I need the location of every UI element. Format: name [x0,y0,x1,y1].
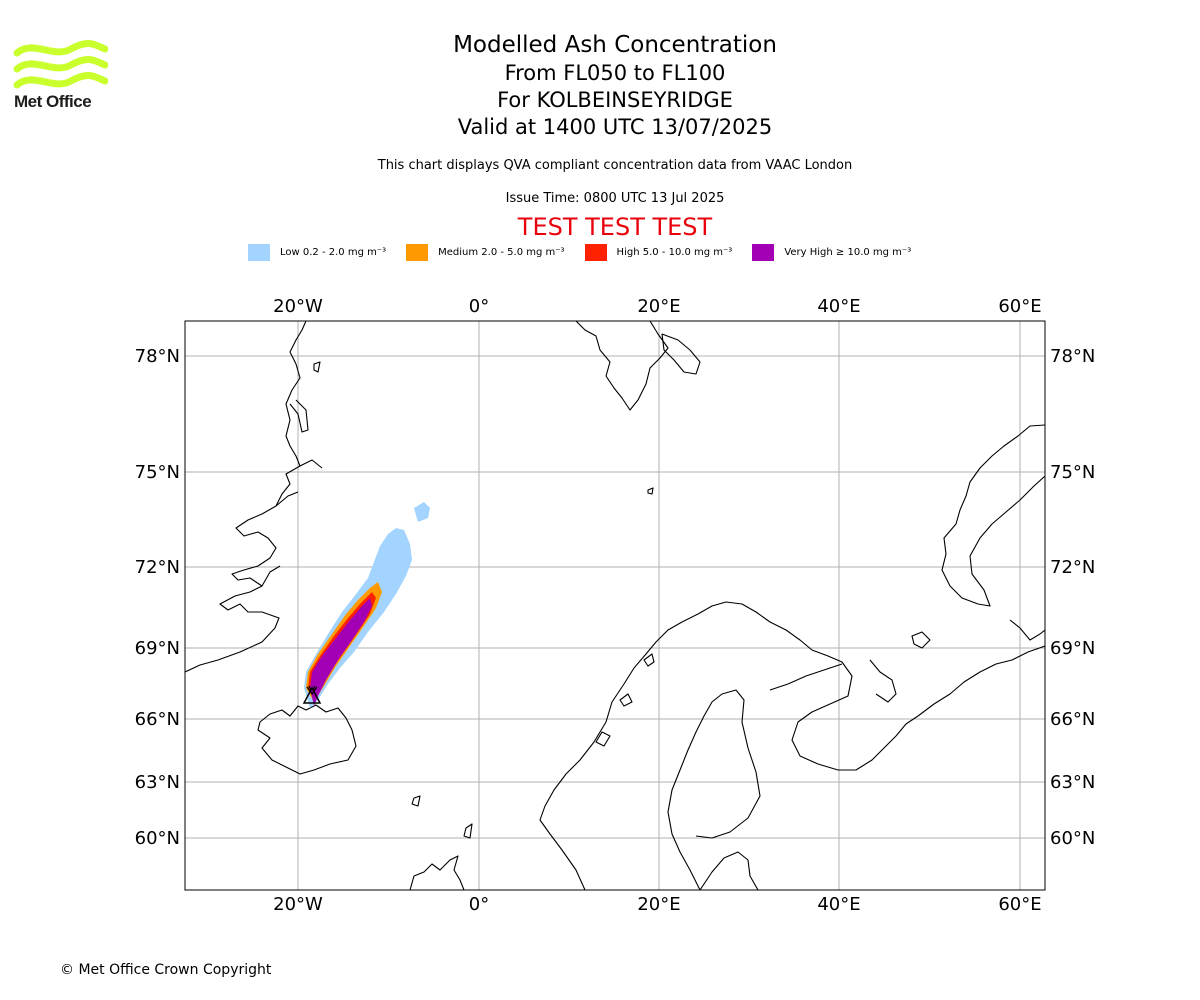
legend: Low 0.2 - 2.0 mg m⁻³ Medium 2.0 - 5.0 mg… [248,244,931,261]
coast-kola [769,663,843,691]
legend-swatch-medium [406,244,429,261]
lat-label-right-69n: 69°N [1050,638,1095,659]
issue-time: Issue Time: 0800 UTC 13 Jul 2025 [505,191,725,206]
lon-label-top-40e: 40°E [817,296,860,317]
legend-swatch-very-high [752,244,775,261]
lat-labels-right: 78°N 75°N 72°N 69°N 66°N 63°N 60°N [1050,346,1095,849]
title-line-2: From FL050 to FL100 [504,61,726,85]
lat-label-right-66n: 66°N [1050,709,1095,730]
lat-label-left-78n: 78°N [135,346,180,367]
volcano-triangle-icon [302,686,322,704]
lon-label-top-20w: 20°W [273,296,323,317]
coast-greenland-inlet-3 [299,459,323,469]
qva-note: This chart displays QVA compliant concen… [377,158,853,173]
lat-label-left-60n: 60°N [135,828,180,849]
coast-scotland [409,855,465,890]
ash-very-high-region [310,598,372,706]
lat-label-right-72n: 72°N [1050,557,1095,578]
lon-label-bottom-0: 0° [469,894,489,915]
coast-svalbard-west [575,321,669,411]
lat-label-left-69n: 69°N [135,638,180,659]
lon-label-top-60e: 60°E [998,296,1041,317]
coast-novaya-zemlya [941,424,1045,607]
legend-label-high: High 5.0 - 10.0 mg m⁻³ [616,247,733,258]
coast-iceland [257,704,357,775]
test-banner: TEST TEST TEST [517,213,713,241]
legend-item-very-high: Very High ≥ 10.0 mg m⁻³ [752,244,911,261]
coast-svalbard-east [661,333,701,375]
map-grid [185,321,1045,890]
coast-kanin [911,631,931,649]
lat-labels-left: 78°N 75°N 72°N 69°N 66°N 63°N 60°N [135,346,180,849]
lat-label-right-60n: 60°N [1050,828,1095,849]
legend-swatch-high [584,244,607,261]
coast-russia-east [1009,619,1045,641]
ash-plume [302,502,430,708]
coast-greenland-island [313,361,321,373]
lat-label-left-63n: 63°N [135,772,180,793]
coast-shetland [463,823,473,839]
lon-label-top-20e: 20°E [637,296,680,317]
title-line-1: Modelled Ash Concentration [453,32,777,58]
map-frame [184,320,1046,891]
logo-text: Met Office [14,92,92,111]
copyright: © Met Office Crown Copyright [60,962,272,978]
coast-greenland [185,321,307,673]
coast-greenland-inlet-1 [261,565,281,587]
lat-label-right-75n: 75°N [1050,462,1095,483]
title-line-4: Valid at 1400 UTC 13/07/2025 [457,115,773,139]
legend-label-low: Low 0.2 - 2.0 mg m⁻³ [280,247,387,258]
volcano-eruption-icon [306,685,318,696]
lat-label-right-63n: 63°N [1050,772,1095,793]
coast-greenland-inlet-2 [275,491,299,507]
met-office-logo [13,40,108,89]
lon-label-bottom-20w: 20°W [273,894,323,915]
chart-title: Modelled Ash Concentration From FL050 to… [315,30,915,141]
coast-russia-north [917,645,1045,717]
coastlines [185,321,1045,890]
coast-sweden-south [699,851,759,890]
lon-label-bottom-40e: 40°E [817,894,860,915]
lon-label-bottom-20e: 20°E [637,894,680,915]
legend-item-low: Low 0.2 - 2.0 mg m⁻³ [248,244,386,261]
coast-faroes [411,795,421,807]
coast-scandinavia [539,601,919,890]
legend-label-very-high: Very High ≥ 10.0 mg m⁻³ [784,247,912,258]
legend-item-medium: Medium 2.0 - 5.0 mg m⁻³ [406,244,565,261]
lon-label-top-0: 0° [469,296,489,317]
lat-label-left-66n: 66°N [135,709,180,730]
lat-label-left-72n: 72°N [135,557,180,578]
legend-item-high: High 5.0 - 10.0 mg m⁻³ [584,244,733,261]
lon-labels-top: 20°W 0° 20°E 40°E 60°E [273,296,1041,317]
coast-greenland-inlet-4 [289,399,309,433]
coast-norway-islands [595,653,655,747]
coast-bear-island [647,487,654,495]
lon-label-bottom-60e: 60°E [998,894,1041,915]
coast-gulf-of-bothnia [667,689,761,890]
lat-label-right-78n: 78°N [1050,346,1095,367]
ash-low-patch [414,502,430,522]
lat-label-left-75n: 75°N [135,462,180,483]
coast-white-sea [869,659,897,703]
title-line-3: For KOLBEINSEYRIDGE [497,88,733,112]
legend-swatch-low [248,244,270,261]
legend-label-medium: Medium 2.0 - 5.0 mg m⁻³ [438,247,565,258]
lon-labels-bottom: 20°W 0° 20°E 40°E 60°E [273,894,1041,915]
